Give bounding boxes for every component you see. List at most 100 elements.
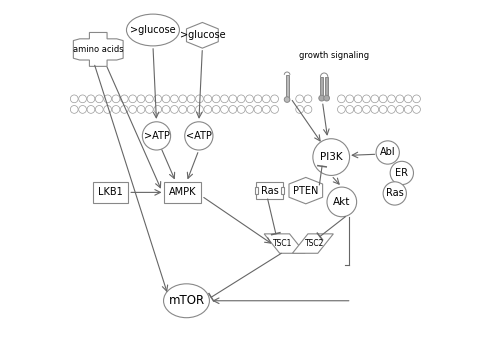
Circle shape [154,95,162,103]
Text: Akt: Akt [333,197,351,207]
Circle shape [104,106,111,113]
Circle shape [104,95,111,103]
Circle shape [327,187,356,217]
Circle shape [70,95,78,103]
Circle shape [404,106,412,113]
Circle shape [162,95,170,103]
Text: Abl: Abl [380,148,395,157]
Circle shape [187,95,195,103]
Circle shape [413,95,421,103]
Circle shape [304,106,312,113]
Text: amino acids: amino acids [73,45,124,54]
Circle shape [319,95,324,101]
Circle shape [185,122,213,150]
Circle shape [371,106,379,113]
Circle shape [338,106,345,113]
Text: >ATP: >ATP [143,131,170,141]
Circle shape [171,95,178,103]
Circle shape [371,95,379,103]
Circle shape [179,106,187,113]
Circle shape [338,95,345,103]
Text: AMPK: AMPK [169,187,197,197]
Circle shape [204,95,211,103]
Circle shape [396,95,404,103]
Circle shape [390,161,414,185]
Circle shape [212,95,220,103]
Text: <ATP: <ATP [186,131,212,141]
Circle shape [79,106,86,113]
Circle shape [120,95,128,103]
Bar [285,75,288,100]
Polygon shape [264,234,305,253]
Ellipse shape [127,14,179,46]
Circle shape [145,106,153,113]
Circle shape [221,106,228,113]
Circle shape [162,106,170,113]
Text: TSC2: TSC2 [305,239,324,248]
Circle shape [246,106,253,113]
Circle shape [70,106,78,113]
Circle shape [254,95,262,103]
Circle shape [229,106,237,113]
Polygon shape [186,23,218,48]
Circle shape [262,95,270,103]
Circle shape [271,106,279,113]
Circle shape [313,139,350,175]
Polygon shape [73,32,123,66]
Text: ER: ER [395,168,408,178]
Circle shape [284,97,290,102]
Bar [254,187,258,194]
Circle shape [129,95,137,103]
Text: >glucose: >glucose [179,30,225,40]
Circle shape [354,106,362,113]
Polygon shape [292,234,333,253]
Circle shape [129,106,137,113]
Circle shape [237,106,245,113]
Circle shape [246,95,253,103]
Bar [320,77,323,98]
Text: Ras: Ras [386,189,404,198]
Circle shape [204,106,211,113]
Circle shape [346,95,353,103]
Circle shape [396,106,404,113]
Circle shape [254,106,262,113]
Circle shape [137,95,145,103]
Circle shape [296,106,304,113]
Circle shape [112,95,120,103]
Circle shape [324,95,329,101]
Circle shape [229,95,237,103]
Circle shape [221,95,228,103]
Circle shape [376,141,399,164]
Text: Ras: Ras [261,186,279,196]
Circle shape [187,106,195,113]
Bar [281,187,284,194]
Circle shape [304,95,312,103]
Bar [165,182,202,203]
Circle shape [212,106,220,113]
Text: PTEN: PTEN [293,186,318,196]
Bar [93,182,128,203]
Text: mTOR: mTOR [169,294,205,307]
Circle shape [196,95,203,103]
Circle shape [354,95,362,103]
Circle shape [362,95,370,103]
Circle shape [79,95,86,103]
Bar [325,77,328,98]
Circle shape [87,106,95,113]
Circle shape [383,182,406,205]
Circle shape [404,95,412,103]
Ellipse shape [164,284,210,318]
Text: >glucose: >glucose [130,25,176,35]
Circle shape [296,95,304,103]
Circle shape [387,106,395,113]
Circle shape [154,106,162,113]
Text: PI3K: PI3K [320,152,343,162]
Circle shape [142,122,171,150]
Bar [256,182,282,199]
Circle shape [379,106,387,113]
Circle shape [387,95,395,103]
Circle shape [96,95,103,103]
Circle shape [196,106,203,113]
Circle shape [271,95,279,103]
Circle shape [179,95,187,103]
